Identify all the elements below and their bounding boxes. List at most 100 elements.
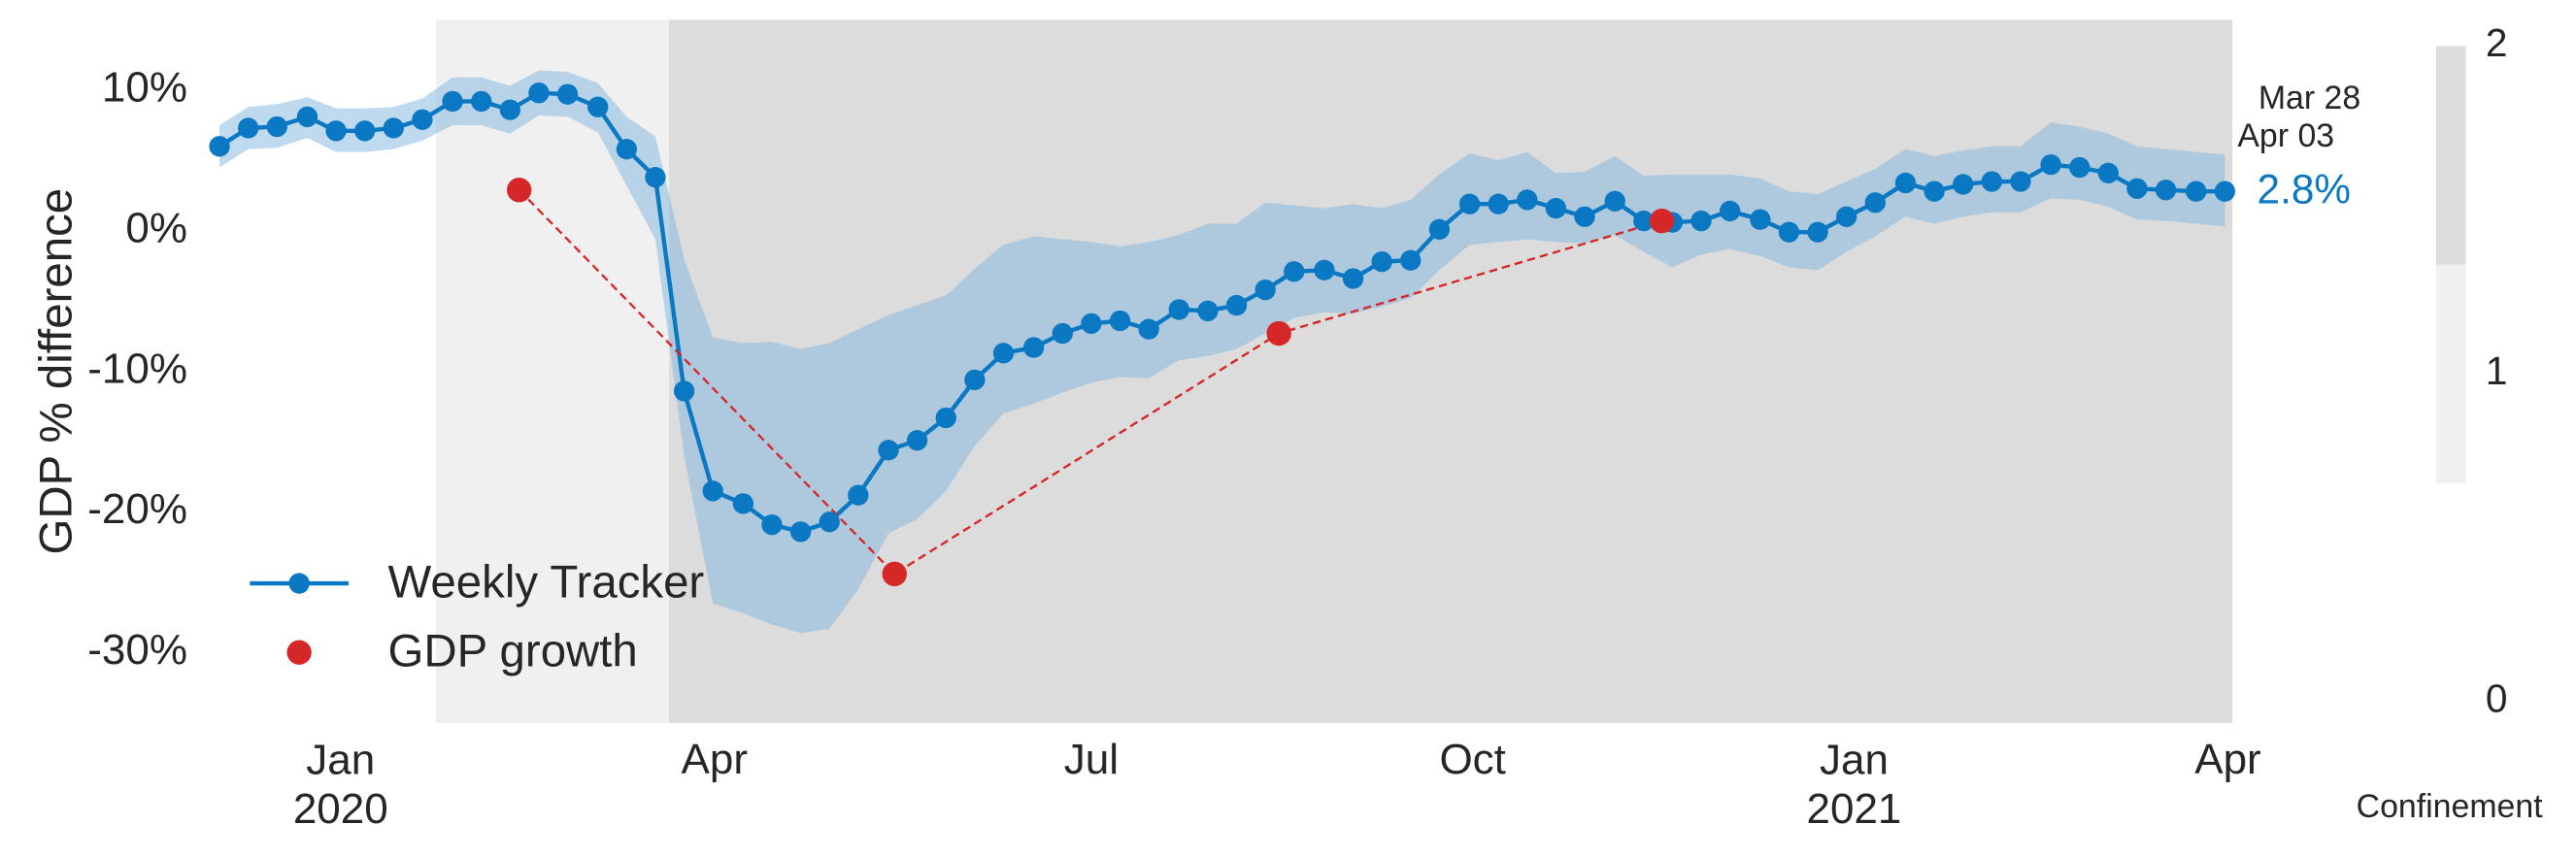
point [2097, 162, 2120, 183]
point [2069, 156, 2091, 179]
point [1284, 261, 1305, 282]
label-line: 2020 [293, 785, 388, 833]
x-tick-label: Jan 2020 [293, 736, 388, 833]
point [935, 407, 956, 429]
x-tick-label: Jan 2021 [1807, 736, 1902, 833]
colorbar-bin [2436, 264, 2466, 483]
point [1255, 279, 1276, 301]
y-tick-label: -10% [87, 345, 187, 392]
point [1081, 313, 1102, 335]
point [2126, 178, 2148, 199]
point [1138, 318, 1159, 340]
colorbar-bin [2436, 482, 2466, 702]
point [442, 90, 463, 113]
colorbar-label: Confinement [2357, 788, 2544, 825]
annotation: Apr 03 [2237, 117, 2334, 154]
x-tick-label: Jul [1064, 736, 1119, 783]
point [819, 511, 840, 533]
colorbar-bin [2436, 46, 2466, 265]
y-tick-label: 0% [125, 204, 187, 251]
point [732, 493, 754, 514]
point [2214, 181, 2236, 202]
colorbar-tick-label: 0 [2486, 676, 2508, 721]
point [1649, 208, 1675, 234]
point [1400, 249, 1422, 271]
point [1458, 193, 1481, 214]
point [1836, 206, 1857, 227]
point [499, 99, 521, 120]
point [296, 106, 318, 128]
y-tick-label: -20% [87, 485, 187, 533]
point [1574, 206, 1595, 227]
x-tick-label: Apr [682, 736, 748, 783]
dashed-line [518, 188, 1662, 576]
point [964, 369, 986, 391]
y-tick-label: 10% [102, 63, 187, 111]
point [702, 480, 723, 502]
point [1864, 192, 1886, 214]
point [1052, 322, 1073, 345]
point [1953, 174, 1974, 195]
point [616, 139, 638, 160]
point [761, 513, 783, 536]
point [1545, 197, 1567, 219]
annotation: Mar 28 [2258, 80, 2360, 116]
point [1371, 250, 1392, 273]
point [789, 521, 812, 543]
point [266, 115, 287, 138]
x-tick-label: Apr [2194, 736, 2260, 783]
point [1266, 320, 1291, 346]
point [587, 96, 609, 117]
point [1633, 210, 1655, 232]
legend-label: Weekly Tracker [388, 556, 705, 608]
point [1022, 337, 1045, 358]
y-axis-label: GDP % difference [30, 188, 82, 555]
legend-label: GDP growth [388, 625, 638, 676]
point [1894, 172, 1917, 194]
point [1342, 268, 1364, 289]
point [1225, 294, 1248, 316]
label-line: Jan [1820, 736, 1889, 783]
point [1981, 171, 2002, 192]
point [1314, 259, 1335, 280]
annotation: 2.8% [2258, 166, 2351, 212]
legend-swatch-marker [286, 640, 312, 665]
point [2010, 171, 2031, 192]
point [645, 167, 666, 188]
point [1197, 300, 1219, 322]
point [992, 343, 1015, 364]
point [238, 117, 259, 139]
point [848, 484, 869, 506]
point [878, 440, 899, 461]
point [1517, 189, 1538, 211]
label-line: 2021 [1807, 785, 1902, 833]
point [1924, 181, 1945, 202]
point [556, 83, 579, 105]
point [1109, 310, 1131, 332]
point [528, 82, 550, 104]
data-layer [209, 70, 2236, 634]
point [882, 561, 907, 587]
x-tick-label: Oct [1439, 736, 1505, 783]
line [217, 90, 2225, 535]
point [1690, 210, 1712, 232]
point [673, 380, 695, 402]
point [1778, 221, 1800, 243]
y-tick-label: -30% [87, 626, 187, 674]
point [412, 109, 433, 130]
point [471, 90, 492, 113]
point [1168, 299, 1189, 320]
point [1719, 200, 1741, 222]
label-line: Jan [306, 736, 375, 783]
legend-swatch-marker [288, 573, 310, 594]
point [2186, 181, 2207, 202]
point [1604, 190, 1625, 212]
point [325, 120, 347, 142]
point [1750, 209, 1771, 230]
colorbar-tick-label: 2 [2486, 20, 2508, 65]
point [1428, 218, 1451, 240]
point [1488, 193, 1509, 214]
